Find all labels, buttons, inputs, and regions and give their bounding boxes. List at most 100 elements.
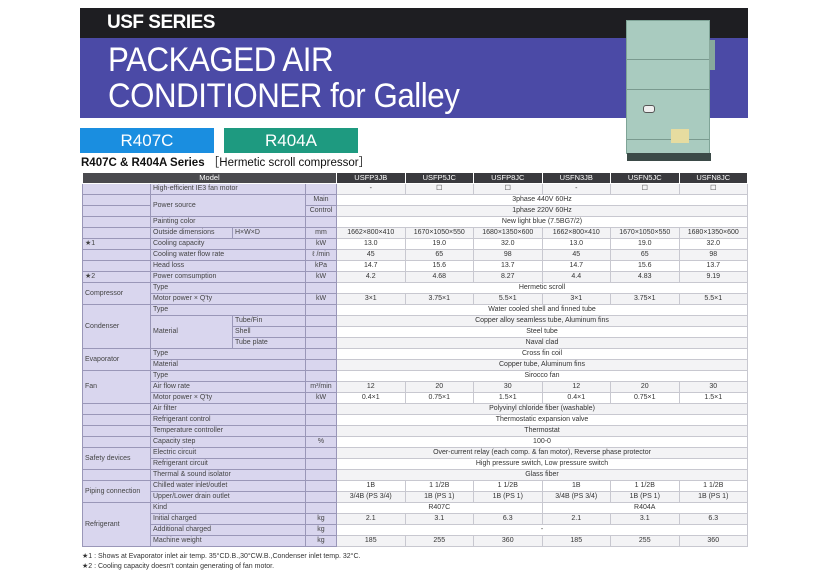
- subtitle-text: R407C & R404A Series: [81, 157, 205, 169]
- value-cell-merged: High pressure switch, Low pressure switc…: [336, 458, 748, 470]
- row-item-label: Power source: [150, 194, 306, 217]
- row-unit: [305, 282, 337, 294]
- row-group-empty: [82, 436, 151, 448]
- row-item-label: Power comsumption: [150, 271, 306, 283]
- value-cell-merged: R407C: [336, 502, 543, 514]
- value-cell: 13.0: [541, 238, 611, 250]
- row-item-label: Temperature controller: [150, 425, 306, 437]
- value-cell: 98: [473, 249, 543, 261]
- row-unit: [305, 469, 337, 481]
- row-unit: [305, 216, 337, 228]
- value-cell: 45: [336, 249, 406, 261]
- row-group-empty: [82, 194, 151, 206]
- row-unit: [305, 425, 337, 437]
- table-row: Capacity step% 100-0: [82, 436, 748, 448]
- value-cell: 1.5×1: [473, 392, 543, 404]
- value-cell: 1.5×1: [678, 392, 748, 404]
- value-cell: ☐: [404, 183, 474, 195]
- table-row: Condenser Type Water cooled shell and finn…: [82, 304, 748, 349]
- value-cell: 19.0: [404, 238, 474, 250]
- table-row: Temperature controller Thermostat: [82, 425, 748, 437]
- table-row: Refrigerant Kind R407C R404A: [82, 502, 748, 547]
- value-cell: 3.75×1: [404, 293, 474, 305]
- value-cell: 32.0: [473, 238, 543, 250]
- row-unit: kg: [305, 535, 337, 547]
- series-label: USF SERIES: [107, 12, 215, 33]
- title-line-1: PACKAGED AIR: [108, 41, 334, 79]
- row-group-label: Compressor: [82, 282, 151, 305]
- row-sub-label: H×W×D: [232, 227, 306, 239]
- table-row: Thermal & sound isolator Glass fiber: [82, 469, 748, 481]
- value-cell: 20: [404, 381, 474, 393]
- row-group-empty: [82, 260, 151, 272]
- row-unit: kW: [305, 271, 337, 283]
- footnote-2: ★2 : Cooling capacity doesn't contain ge…: [82, 563, 275, 570]
- row-item-label: Motor power × Q'ty: [150, 293, 306, 305]
- value-cell-merged: Naval clad: [336, 337, 748, 349]
- row-item-label: Outside dimensions: [150, 227, 233, 239]
- row-unit: kPa: [305, 260, 337, 272]
- row-item-label: Additional charged: [150, 524, 306, 536]
- value-cell: -: [541, 183, 611, 195]
- row-item-label: Refrigerant control: [150, 414, 306, 426]
- product-image: [622, 20, 716, 161]
- value-cell: 30: [473, 381, 543, 393]
- row-group-label: ★1: [82, 238, 151, 250]
- value-cell: 6.3: [473, 513, 543, 525]
- row-group-label: ★2: [82, 271, 151, 283]
- tag-r404a: R404A: [224, 128, 358, 153]
- table-row: Fan Type Sirocco fan: [82, 370, 748, 404]
- row-unit: kg: [305, 513, 337, 525]
- value-cell: 4.83: [610, 271, 680, 283]
- table-row: Safety devices Electric circuit Over-curre…: [82, 447, 748, 470]
- row-unit: [305, 403, 337, 415]
- title-line-2: CONDITIONER for Galley: [108, 77, 460, 115]
- row-group-label: Safety devices: [82, 447, 151, 470]
- value-cell-merged: Water cooled shell and finned tube: [336, 304, 748, 316]
- row-group-empty: [82, 216, 151, 228]
- row-item-label: Capacity step: [150, 436, 306, 448]
- row-unit: %: [305, 436, 337, 448]
- table-row: ★2 Power comsumption kW 4.2 4.68 8.27 4.4 4.83 9…: [82, 271, 748, 283]
- row-item-label: Type: [150, 304, 306, 316]
- model-column-header: USFN8JC: [678, 172, 748, 184]
- table-row: Initial charged kg 2.1 3.1 6.3 2.1 3.1 6.3: [83, 513, 748, 525]
- subtitle-note: ［Hermetic scroll compressor］: [207, 157, 371, 169]
- value-cell-merged: Sirocco fan: [336, 370, 748, 382]
- value-cell: 185: [336, 535, 406, 547]
- row-item-label: Motor power × Q'ty: [150, 392, 306, 404]
- row-unit: Main: [305, 194, 337, 206]
- value-cell: 65: [404, 249, 474, 261]
- value-cell: 1662×800×410: [336, 227, 406, 239]
- row-group-empty: [82, 249, 151, 261]
- row-group-empty: [82, 414, 151, 426]
- value-cell: 3.1: [404, 513, 474, 525]
- value-cell: 20: [610, 381, 680, 393]
- row-unit: [305, 480, 337, 492]
- table-row: ★1 Cooling capacity kW 13.0 19.0 32.0 13.0 19.0…: [82, 238, 748, 250]
- value-cell: 1 1/2B: [610, 480, 680, 492]
- table-row: Head loss kPa 14.7 15.6 13.7 14.7 15.6 13.7: [82, 260, 748, 272]
- value-cell: 32.0: [678, 238, 748, 250]
- value-cell: 1B (PS 1): [404, 491, 474, 503]
- table-row: Machine weight kg 185 255 360 185 255 360: [83, 535, 748, 547]
- value-cell-merged: 100-0: [336, 436, 748, 448]
- value-cell: 9.19: [678, 271, 748, 283]
- row-group-label: Refrigerant: [82, 502, 151, 547]
- row-group-empty: [82, 403, 151, 415]
- row-item-label: Refrigerant circuit: [150, 458, 306, 470]
- row-group-empty: [82, 469, 151, 481]
- table-row: Motor power × Q'ty kW 3×1 3.75×1 5.5×1 3×1 3.7…: [83, 293, 748, 305]
- row-item-label: Material: [150, 359, 306, 371]
- value-cell: 360: [678, 535, 748, 547]
- row-item-label: Machine weight: [150, 535, 306, 547]
- row-unit: [305, 348, 337, 360]
- row-unit: [305, 359, 337, 371]
- table-row: Cooling water flow rate ℓ /min 45 65 98 45 65 9…: [82, 249, 748, 261]
- value-cell: -: [336, 183, 406, 195]
- page-title: PACKAGED AIR CONDITIONER for Galley: [108, 41, 460, 115]
- value-cell: 12: [541, 381, 611, 393]
- model-column-header: USFN5JC: [610, 172, 680, 184]
- spec-table: Model USFP3JB USFP5JC USFP8JC USFN3JB USFN5JC…: [82, 172, 748, 547]
- value-cell: 1680×1350×600: [678, 227, 748, 239]
